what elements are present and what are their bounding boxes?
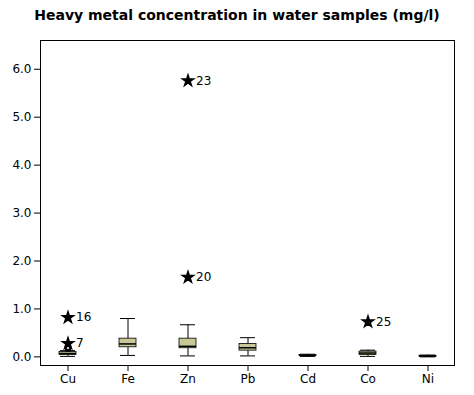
svg-text:6.0: 6.0 xyxy=(12,62,31,76)
svg-text:2.0: 2.0 xyxy=(12,254,31,268)
svg-text:4.0: 4.0 xyxy=(12,158,31,172)
svg-text:16: 16 xyxy=(76,310,91,324)
svg-text:3.0: 3.0 xyxy=(12,206,31,220)
svg-text:20: 20 xyxy=(196,270,211,284)
svg-text:Zn: Zn xyxy=(180,372,196,386)
svg-text:Ni: Ni xyxy=(422,372,434,386)
svg-text:7: 7 xyxy=(76,336,84,350)
svg-text:Cd: Cd xyxy=(300,372,316,386)
svg-text:Pb: Pb xyxy=(241,372,256,386)
html-text:Heavy metal concentration in w: Heavy metal concentration in water sampl… xyxy=(34,7,440,23)
svg-text:Fe: Fe xyxy=(121,372,135,386)
svg-text:1.0: 1.0 xyxy=(12,302,31,316)
svg-text:Co: Co xyxy=(360,372,376,386)
svg-text:5.0: 5.0 xyxy=(12,110,31,124)
svg-text:23: 23 xyxy=(196,74,211,88)
svg-text:Cu: Cu xyxy=(60,372,76,386)
svg-text:25: 25 xyxy=(376,315,391,329)
svg-text:0.0: 0.0 xyxy=(12,350,31,364)
